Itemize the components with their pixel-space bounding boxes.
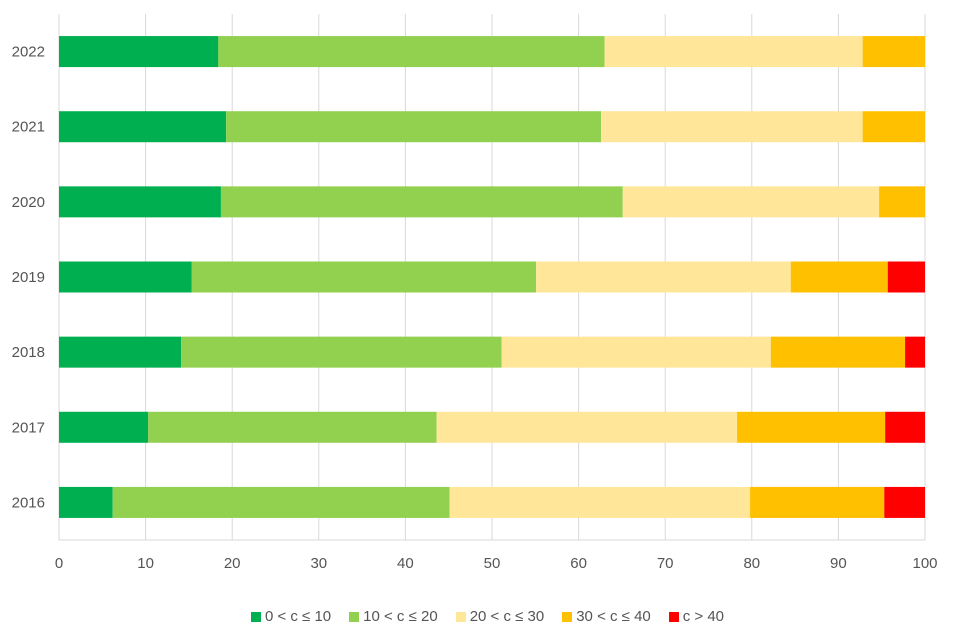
bar-segment bbox=[59, 111, 227, 143]
bar-segment bbox=[59, 486, 113, 518]
y-tick-label: 2017 bbox=[12, 419, 45, 436]
bar-segment bbox=[59, 411, 149, 443]
bar-segment bbox=[879, 186, 925, 218]
legend-swatch bbox=[562, 611, 573, 622]
bar-segment bbox=[449, 486, 751, 518]
legend-label: 10 < c ≤ 20 bbox=[363, 608, 438, 625]
legend-swatch bbox=[349, 611, 360, 622]
x-tick-label: 70 bbox=[657, 555, 674, 572]
bar-segment bbox=[601, 111, 863, 143]
bar-segment bbox=[436, 411, 738, 443]
legend-item: c > 40 bbox=[668, 608, 725, 625]
legend-label: c > 40 bbox=[682, 608, 725, 625]
bar-segment bbox=[862, 36, 925, 68]
x-tick-label: 30 bbox=[310, 555, 327, 572]
x-tick-label: 80 bbox=[743, 555, 760, 572]
bar-segment bbox=[885, 411, 925, 443]
bar-segment bbox=[226, 111, 602, 143]
bar-segment bbox=[536, 261, 791, 293]
legend-item: 0 < c ≤ 10 bbox=[250, 608, 332, 625]
bar-segment bbox=[191, 261, 537, 293]
bar-segment bbox=[218, 36, 605, 68]
bar-segment bbox=[59, 36, 219, 68]
bar-segment bbox=[181, 336, 502, 368]
legend-item: 30 < c ≤ 40 bbox=[562, 608, 651, 625]
y-tick-label: 2022 bbox=[12, 44, 45, 61]
bar-segment bbox=[737, 411, 886, 443]
legend-item: 20 < c ≤ 30 bbox=[455, 608, 545, 625]
bar-segment bbox=[905, 336, 925, 368]
bar-segment bbox=[501, 336, 771, 368]
legend-swatch bbox=[250, 611, 261, 622]
y-tick-label: 2016 bbox=[12, 494, 45, 511]
bar-segment bbox=[770, 336, 906, 368]
bar-segment bbox=[887, 261, 925, 293]
bar-segment bbox=[148, 411, 437, 443]
legend-label: 30 < c ≤ 40 bbox=[576, 608, 651, 625]
bar-segment bbox=[862, 111, 925, 143]
stacked-bar-chart: 0 10 20 30 40 50 60 70 80 90 100 2022 2021 2020 2019 20… bbox=[12, 14, 938, 572]
y-tick-label: 2018 bbox=[12, 344, 45, 361]
bar-segment bbox=[884, 486, 925, 518]
bar-segment bbox=[750, 486, 885, 518]
bar-segment bbox=[112, 486, 450, 518]
legend-label: 20 < c ≤ 30 bbox=[469, 608, 545, 625]
legend-label: 0 < c ≤ 10 bbox=[264, 608, 332, 625]
legend-item: 10 < c ≤ 20 bbox=[349, 608, 438, 625]
x-tick-label: 50 bbox=[484, 555, 501, 572]
bar-segment bbox=[59, 186, 221, 218]
bar-segment bbox=[59, 336, 182, 368]
x-tick-label: 0 bbox=[55, 555, 63, 572]
bar-segment bbox=[220, 186, 623, 218]
x-tick-label: 60 bbox=[570, 555, 587, 572]
x-tick-label: 100 bbox=[912, 555, 937, 572]
x-tick-label: 90 bbox=[830, 555, 847, 572]
y-tick-label: 2019 bbox=[12, 269, 45, 286]
legend-swatch bbox=[668, 611, 679, 622]
x-tick-label: 20 bbox=[224, 555, 241, 572]
y-tick-label: 2020 bbox=[12, 194, 45, 211]
bar-segment bbox=[622, 186, 880, 218]
x-tick-label: 40 bbox=[397, 555, 414, 572]
y-tick-label: 2021 bbox=[12, 119, 45, 136]
chart-legend: 0 < c ≤ 10 10 < c ≤ 20 20 < c ≤ 30 30 < c ≤… bbox=[0, 608, 975, 625]
x-tick-label: 10 bbox=[137, 555, 154, 572]
legend-swatch bbox=[455, 611, 466, 622]
bar-segment bbox=[790, 261, 888, 293]
bar-segment bbox=[59, 261, 192, 293]
bar-segment bbox=[604, 36, 863, 68]
